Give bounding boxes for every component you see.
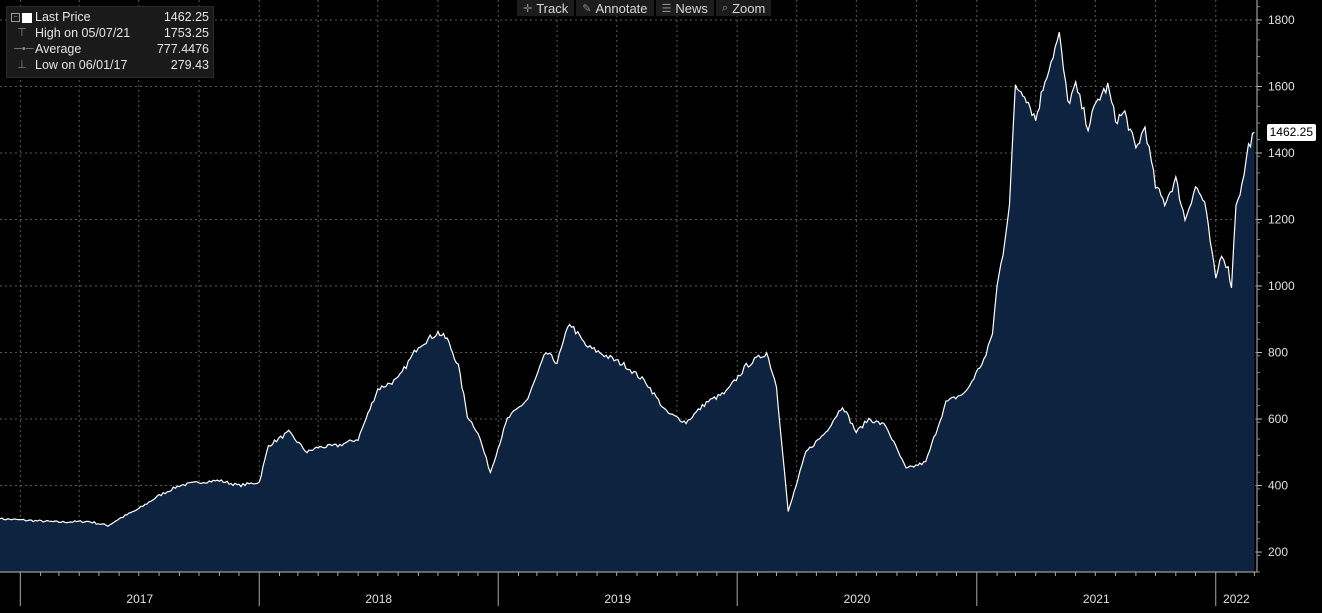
x-year-label: 2018	[365, 592, 392, 606]
news-button[interactable]: ☰ News	[655, 0, 714, 16]
news-icon: ☰	[661, 2, 672, 15]
zoom-label: Zoom	[732, 0, 766, 16]
news-label: News	[675, 0, 708, 16]
x-year-label: 2020	[844, 592, 871, 606]
price-area	[0, 32, 1255, 572]
last-price-value: 1462.25	[163, 10, 209, 24]
legend-row-low: ⊥ Low on 06/01/17 279.43	[11, 57, 209, 74]
legend-row-last-price: − Last Price 1462.25	[11, 9, 209, 26]
high-label: High on 05/07/21	[35, 26, 131, 40]
chart-toolbar: ✛ Track ✎ Annotate ☰ News ⌕ Zoom	[517, 0, 772, 17]
y-tick-label: 600	[1268, 412, 1288, 426]
collapse-icon[interactable]: −	[11, 13, 20, 22]
high-value: 1753.25	[163, 26, 209, 40]
y-tick-label: 400	[1268, 479, 1288, 493]
average-value: 777.4476	[156, 42, 209, 56]
x-year-label: 2017	[126, 592, 153, 606]
crosshair-icon: ✛	[523, 2, 533, 15]
x-year-label: 2021	[1083, 592, 1110, 606]
x-year-label: 2022	[1223, 592, 1250, 606]
average-label: Average	[35, 42, 82, 56]
last-price-label: Last Price	[35, 10, 91, 24]
magnifier-icon: ⌕	[721, 1, 729, 14]
track-button[interactable]: ✛ Track	[517, 0, 575, 16]
zoom-button[interactable]: ⌕ Zoom	[715, 0, 772, 16]
y-tick-label: 1600	[1268, 79, 1295, 93]
low-marker-icon: ⊥	[11, 59, 27, 71]
average-marker-icon: ─•─	[11, 43, 34, 55]
x-axis-band	[0, 572, 1257, 613]
y-axis-ticks: 200 400 600 800 1000 1200 1400 1600 1800	[1257, 6, 1295, 573]
annotate-button[interactable]: ✎ Annotate	[576, 0, 654, 16]
legend-row-high: ⊤ High on 05/07/21 1753.25	[11, 25, 209, 42]
low-value: 279.43	[170, 58, 209, 72]
high-marker-icon: ⊤	[11, 27, 27, 39]
last-value-tag: 1462.25	[1266, 124, 1316, 142]
y-tick-label: 1200	[1268, 212, 1295, 226]
legend-row-average: ─•─ Average 777.4476	[11, 41, 209, 58]
pencil-icon: ✎	[582, 2, 592, 15]
y-tick-label: 1400	[1268, 146, 1295, 160]
annotate-label: Annotate	[595, 0, 648, 16]
y-tick-label: 1800	[1268, 13, 1295, 27]
y-tick-label: 1000	[1268, 279, 1295, 293]
y-tick-label: 200	[1268, 545, 1288, 559]
x-axis-ticks: 2017 2018 2019 2020 2021 2022	[0, 571, 1257, 606]
price-line	[0, 32, 1255, 528]
chart-legend: − Last Price 1462.25 ⊤ High on 05/07/21 …	[6, 6, 214, 78]
x-year-label: 2019	[604, 592, 631, 606]
white-square-icon	[22, 12, 32, 23]
low-label: Low on 06/01/17	[35, 58, 128, 72]
y-tick-label: 800	[1268, 346, 1288, 360]
track-label: Track	[536, 0, 569, 16]
